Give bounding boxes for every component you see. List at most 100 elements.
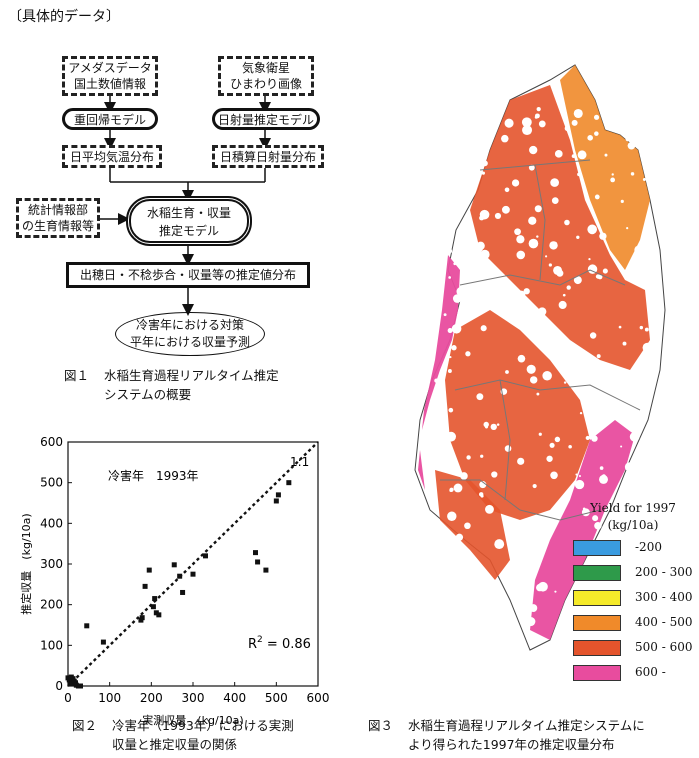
y-axis-label: 推定収量 (kg/10a): [19, 513, 33, 614]
map-speckle: [587, 135, 593, 141]
x-axis-label: 実測収量 (kg/10a): [142, 713, 243, 727]
fig3-caption: 図３ 水稲生育過程リアルタイム推定システムに より得られた1997年の推定収量分布: [368, 716, 645, 754]
map-speckle: [523, 288, 530, 295]
y-tick-label: 300: [40, 557, 63, 571]
map-speckle: [536, 324, 543, 332]
map-speckle: [496, 423, 500, 426]
map-speckle: [451, 345, 457, 351]
estimate-output-box: 出穂日・不稔歩合・収量等の推定値分布: [66, 262, 310, 288]
map-speckle: [591, 435, 598, 442]
x-tick-label: 200: [140, 691, 163, 705]
map-speckle: [618, 325, 622, 329]
map-speckle: [479, 492, 484, 497]
map-speckle: [622, 608, 628, 614]
map-speckle: [476, 393, 484, 401]
map-speckle: [642, 342, 653, 353]
map-speckle: [585, 435, 590, 441]
map-speckle: [592, 515, 599, 522]
map-speckle: [645, 226, 648, 230]
fig2-text2: 収量と推定収量の関係: [112, 737, 238, 752]
map-region-red-south: [435, 470, 510, 580]
map-speckle: [643, 431, 653, 441]
section-title: 〔具体的データ〕: [8, 9, 120, 25]
map-speckle: [521, 117, 532, 128]
map-speckle: [587, 264, 598, 274]
map-speckle: [537, 307, 547, 316]
data-point: [203, 553, 208, 559]
map-speckle: [528, 238, 539, 249]
solar-model-box: 日射量推定モデル: [212, 108, 320, 130]
map-speckle: [429, 500, 435, 507]
map-speckle: [532, 483, 537, 489]
map-speckle: [534, 205, 542, 213]
map-speckle: [489, 77, 496, 83]
map-speckle: [453, 219, 460, 225]
map-speckle: [538, 120, 546, 128]
map-speckle: [642, 178, 646, 182]
data-point: [263, 567, 269, 573]
map-speckle: [629, 431, 640, 442]
map-speckle: [542, 370, 552, 381]
map-speckle: [445, 168, 452, 175]
map-speckle: [493, 93, 501, 100]
map-speckle: [644, 327, 649, 332]
map-speckle: [468, 311, 475, 318]
map-speckle: [501, 205, 510, 214]
map-speckle: [477, 297, 481, 300]
map-speckle: [573, 276, 582, 285]
final-line1: 冷害年における対策: [135, 318, 244, 332]
map-speckle: [516, 538, 522, 544]
map-speckle: [545, 255, 548, 258]
map-speckle: [433, 196, 438, 202]
map-speckle: [457, 242, 465, 250]
map-speckle: [546, 455, 553, 462]
map-speckle: [432, 258, 438, 264]
map-speckle: [628, 375, 633, 380]
stats-info-box: 統計情報部 の生育情報等: [16, 198, 100, 238]
map-speckle: [594, 194, 600, 200]
legend-item: 500 - 600: [573, 640, 693, 658]
map-speckle: [589, 332, 597, 339]
map-speckle: [505, 370, 509, 374]
map-speckle: [571, 119, 578, 126]
map-speckle: [554, 436, 561, 443]
satellite-line2: ひまわり画像: [229, 77, 302, 91]
map-speckle: [480, 249, 490, 260]
r2-label: R2 = 0.86: [248, 635, 311, 652]
map-speckle: [572, 367, 577, 372]
map-speckle: [550, 178, 559, 187]
map-region-red-north: [470, 85, 650, 370]
map-speckle: [536, 107, 541, 112]
map-speckle: [529, 376, 538, 384]
map-speckle: [502, 623, 511, 632]
map-speckle: [427, 190, 435, 198]
map-speckle: [644, 551, 653, 560]
map-speckle: [624, 462, 634, 472]
map-speckle: [576, 235, 580, 239]
data-point: [190, 571, 196, 577]
data-point: [156, 612, 162, 618]
map-speckle: [466, 455, 471, 460]
map-speckle: [529, 604, 538, 612]
data-point: [100, 639, 106, 645]
legend-swatch: [573, 540, 621, 556]
map-speckle: [462, 77, 472, 87]
chart-annotation: 冷害年 1993年: [108, 468, 199, 483]
map-speckle: [501, 134, 509, 143]
fig2-caption: 図２ 冷害年（1993年）における実測 収量と推定収量の関係: [72, 716, 294, 754]
fig1-text1: 水稲生育過程リアルタイム推定: [104, 368, 279, 383]
map-speckle: [602, 268, 608, 274]
map-speckle: [593, 114, 600, 120]
map-speckle: [637, 259, 643, 265]
map-speckle: [630, 132, 635, 136]
map-speckle: [625, 387, 632, 394]
map-speckle: [627, 141, 636, 150]
x-tick-label: 0: [64, 691, 72, 705]
map-speckle: [578, 474, 582, 478]
data-point: [255, 559, 261, 565]
map-speckle: [447, 328, 453, 334]
map-region-red-central: [445, 310, 590, 520]
map-speckle: [528, 164, 535, 171]
data-point: [253, 550, 258, 556]
map-speckle: [453, 483, 463, 493]
